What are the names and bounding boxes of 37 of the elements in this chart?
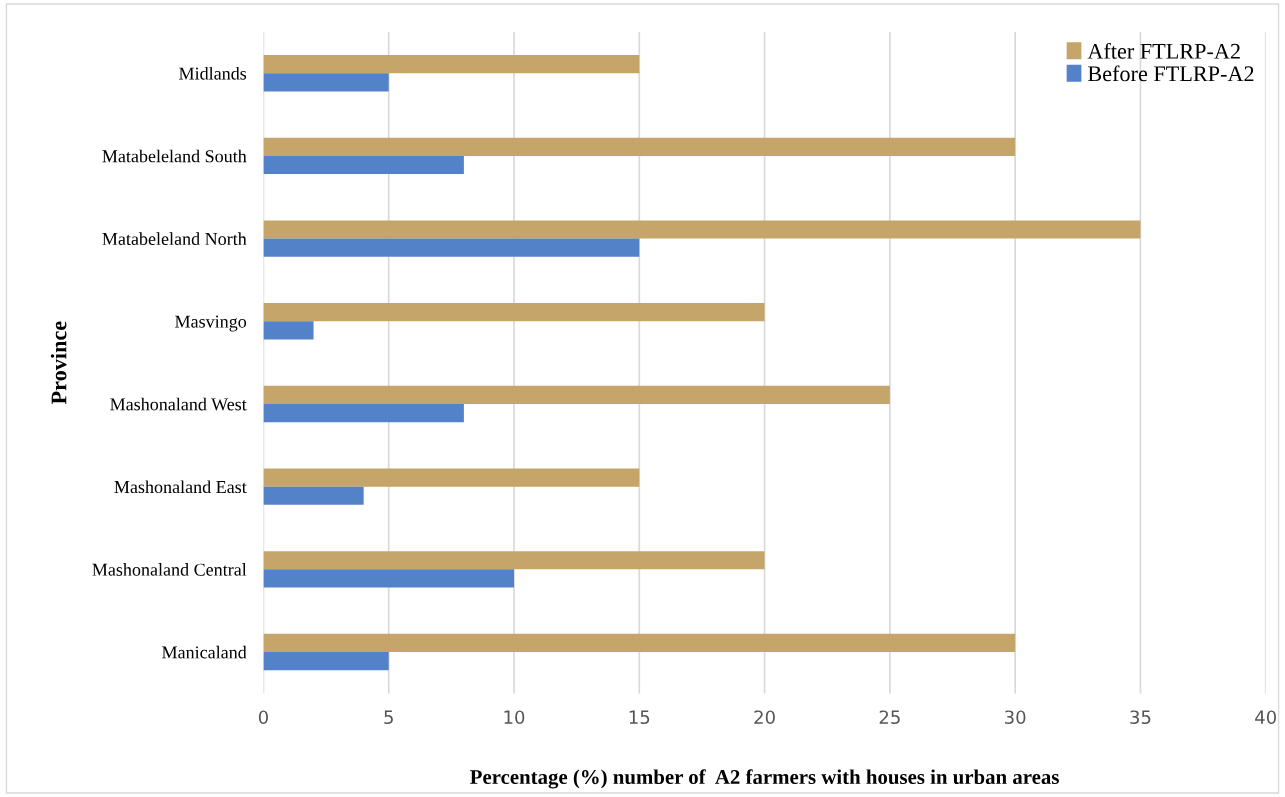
y-tick-label: Manicaland bbox=[162, 645, 247, 659]
x-tick-label: 5 bbox=[384, 710, 393, 725]
bar bbox=[263, 551, 765, 570]
bar bbox=[263, 569, 514, 588]
x-tick-label: 10 bbox=[504, 710, 525, 725]
x-tick-label: 25 bbox=[879, 710, 900, 725]
bar bbox=[263, 403, 464, 423]
x-tick-label: 35 bbox=[1130, 710, 1151, 725]
bar bbox=[263, 220, 1141, 239]
bar bbox=[263, 303, 765, 322]
y-tick-label: Mashonaland East bbox=[114, 480, 247, 494]
y-tick-label: Masvingo bbox=[175, 315, 247, 332]
legend-label: After FTLRP-A2 bbox=[1087, 42, 1240, 59]
y-tick-label: Matabeleland North bbox=[102, 232, 247, 246]
legend-label: Before FTLRP-A2 bbox=[1087, 65, 1254, 82]
y-axis-title: Province bbox=[50, 321, 67, 405]
bar bbox=[263, 155, 464, 175]
y-tick-label: Matabeleland South bbox=[102, 149, 247, 163]
x-tick-label: 0 bbox=[258, 710, 268, 725]
y-tick-label: Mashonaland Central bbox=[92, 563, 247, 576]
bar bbox=[263, 55, 640, 74]
bar bbox=[263, 652, 389, 671]
bar bbox=[263, 486, 364, 505]
x-axis-title: Percentage (%) number of A2 farmers with houses in urban areas bbox=[470, 769, 1059, 789]
x-tick-label: 20 bbox=[754, 710, 775, 725]
bar bbox=[263, 633, 1016, 653]
x-tick-label: 40 bbox=[1255, 710, 1277, 725]
x-tick-label: 15 bbox=[629, 710, 650, 725]
bar bbox=[263, 321, 314, 340]
y-tick-label: Midlands bbox=[179, 66, 247, 80]
bar bbox=[263, 137, 1016, 156]
x-tick-label: 30 bbox=[1005, 710, 1026, 725]
bar bbox=[263, 385, 890, 404]
y-tick-label: Mashonaland West bbox=[110, 397, 247, 411]
bar bbox=[263, 238, 640, 257]
bar bbox=[263, 468, 640, 487]
bar bbox=[263, 73, 389, 92]
